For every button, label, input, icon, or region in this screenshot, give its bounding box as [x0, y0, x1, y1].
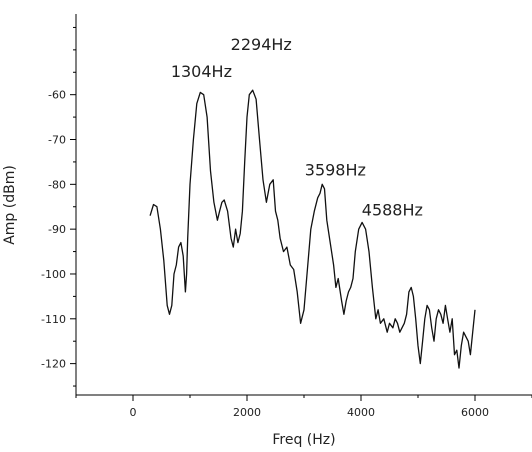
- peak-annotation: 2294Hz: [231, 35, 292, 54]
- y-axis-title: Amp (dBm): [2, 165, 18, 245]
- spectrum-series-line: [149, 89, 476, 369]
- x-tick-label: 6000: [461, 406, 489, 419]
- y-tick-label: -110: [41, 313, 66, 326]
- peak-annotation: 4588Hz: [362, 201, 423, 220]
- peak-annotations: 1304Hz 2294Hz 3598Hz 4588Hz: [171, 35, 423, 220]
- y-tick-label: -90: [48, 223, 66, 236]
- peak-annotation: 1304Hz: [171, 62, 232, 81]
- y-tick-label: -120: [41, 358, 66, 371]
- axes: [75, 14, 532, 396]
- x-ticks: 0 2000 4000 6000: [75, 395, 532, 419]
- y-tick-label: -60: [48, 89, 66, 102]
- y-ticks: -60 -70 -80 -90 -100 -110 -120: [41, 26, 76, 387]
- y-tick-label: -70: [48, 134, 66, 147]
- y-tick-label: -100: [41, 268, 66, 281]
- x-axis-title: Freq (Hz): [272, 432, 335, 448]
- y-tick-label: -80: [48, 178, 66, 191]
- x-tick-label: 0: [130, 406, 137, 419]
- peak-annotation: 3598Hz: [305, 160, 366, 179]
- x-tick-label: 4000: [347, 406, 375, 419]
- x-tick-label: 2000: [233, 406, 261, 419]
